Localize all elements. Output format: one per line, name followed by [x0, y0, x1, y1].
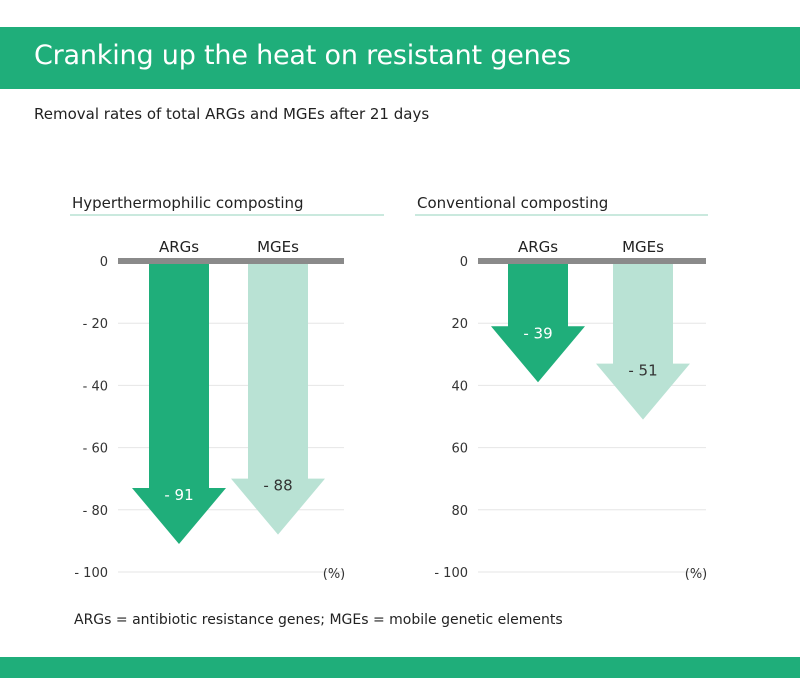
header-band: [0, 27, 800, 89]
y-tick-label: - 60: [83, 442, 108, 457]
unit-label: (%): [323, 567, 346, 582]
y-tick-label: 20: [451, 317, 468, 332]
y-tick-label: - 40: [83, 379, 108, 394]
unit-label: (%): [685, 567, 708, 582]
y-tick-label: 60: [451, 442, 468, 457]
y-tick-label: 0: [460, 255, 468, 270]
page-title: Cranking up the heat on resistant genes: [34, 40, 571, 71]
category-label: MGEs: [622, 238, 664, 256]
data-label: - 88: [263, 477, 292, 495]
category-label: MGEs: [257, 238, 299, 256]
y-tick-label: 40: [451, 379, 468, 394]
panel-title: Hyperthermophilic composting: [72, 194, 304, 212]
footnote: ARGs = antibiotic resistance genes; MGEs…: [74, 612, 563, 628]
footer-band: [0, 657, 800, 678]
panel-title: Conventional composting: [417, 194, 608, 212]
data-label: - 39: [523, 324, 552, 342]
category-label: ARGs: [518, 238, 558, 256]
y-tick-label: - 20: [83, 317, 108, 332]
category-label: ARGs: [159, 238, 199, 256]
y-tick-label: 80: [451, 504, 468, 519]
bar-arrow-mges: [596, 261, 690, 420]
data-label: - 51: [628, 362, 657, 380]
bar-arrow-args: [491, 261, 585, 383]
bar-arrow-mges: [231, 261, 325, 535]
page-subtitle: Removal rates of total ARGs and MGEs aft…: [34, 105, 430, 123]
baseline-zero: [118, 258, 344, 264]
y-tick-label: - 80: [83, 504, 108, 519]
y-tick-label: 0: [100, 255, 108, 270]
bar-arrow-args: [132, 261, 226, 545]
y-tick-label: - 100: [74, 566, 108, 581]
y-tick-label: - 100: [434, 566, 468, 581]
baseline-zero: [478, 258, 706, 264]
data-label: - 91: [164, 486, 193, 504]
